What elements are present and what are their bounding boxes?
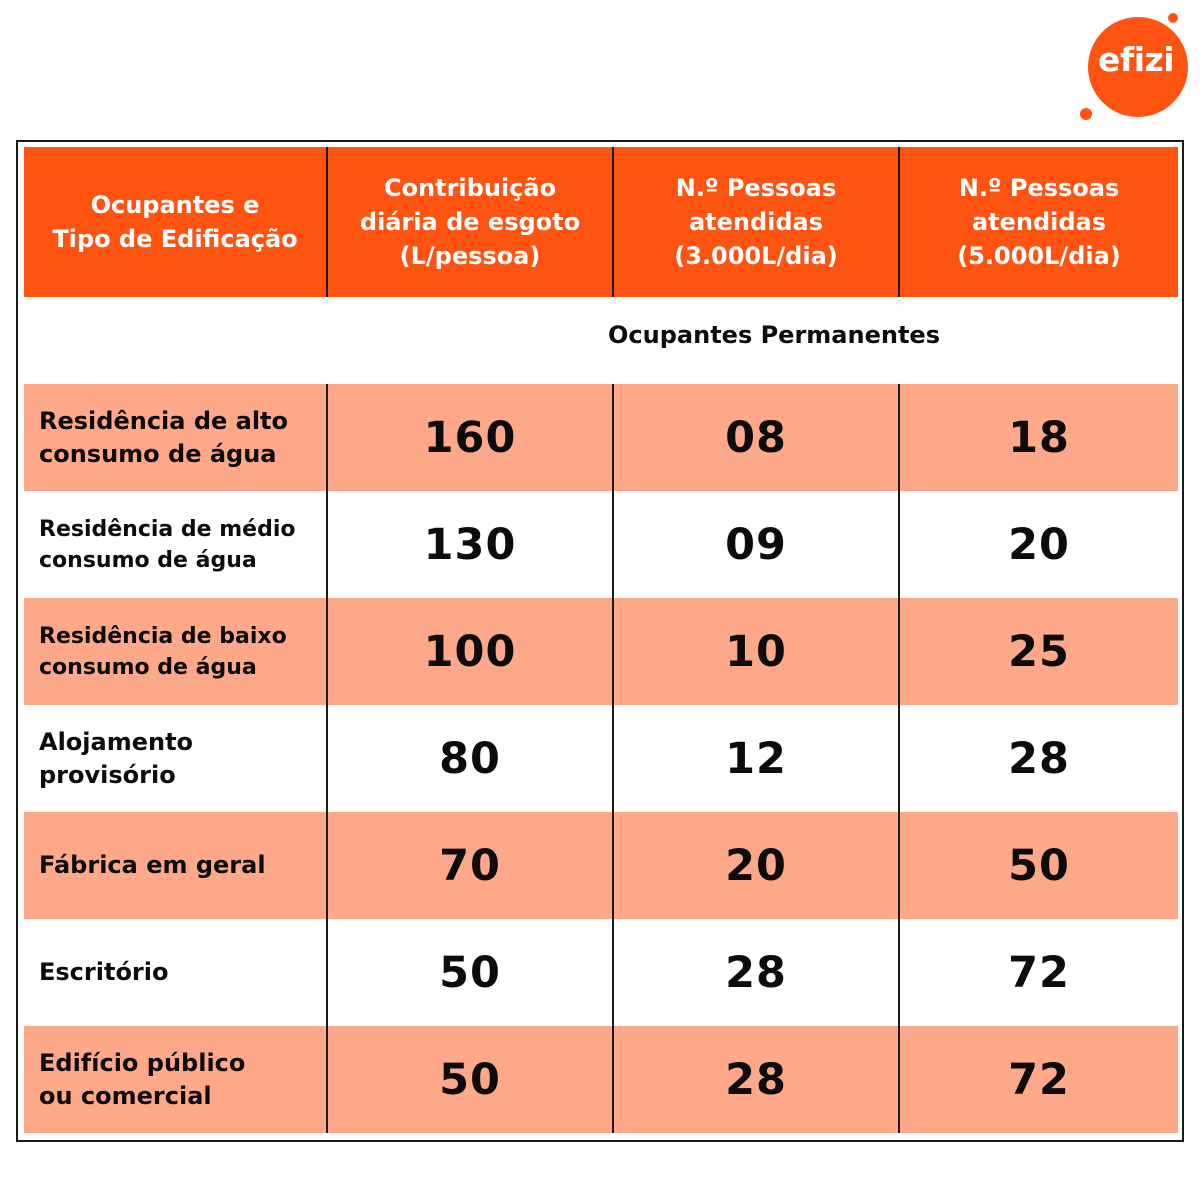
row-name: Fábrica em geral [39,851,266,879]
row-name: Edifício público ou comercial [39,1048,246,1110]
table-row: Residência de médio consumo de água 130 … [24,491,1178,598]
contribution-value: 160 [423,412,517,463]
people-5000-value: 25 [1008,626,1070,677]
people-3000-value: 20 [725,840,787,891]
table-row: Residência de alto consumo de água 160 0… [24,384,1178,491]
row-name: Residência de médio consumo de água [39,516,296,573]
section-title: Ocupantes Permanentes [608,321,940,349]
section-row: Ocupantes Permanentes [24,297,1178,384]
people-3000-value: 28 [725,947,787,998]
table-row: Edifício público ou comercial 50 28 72 [24,1026,1178,1133]
header-cell-occupants: Ocupantes e Tipo de Edificação [24,147,328,297]
table-row: Fábrica em geral 70 20 50 [24,812,1178,919]
people-5000-value: 72 [1008,947,1070,998]
people-5000-value: 72 [1008,1054,1070,1105]
table-header: Ocupantes e Tipo de Edificação Contribui… [24,147,1178,297]
row-name: Residência de baixo consumo de água [39,623,287,680]
contribution-value: 130 [423,519,517,570]
people-5000-value: 50 [1008,840,1070,891]
contribution-value: 50 [439,1054,501,1105]
table-row: Residência de baixo consumo de água 100 … [24,598,1178,705]
people-3000-value: 08 [725,412,787,463]
row-name: Alojamento provisório [39,727,194,789]
header-cell-people-3000: N.º Pessoas atendidas (3.000L/dia) [614,147,900,297]
row-name: Residência de alto consumo de água [39,406,289,468]
people-3000-value: 28 [725,1054,787,1105]
table-frame [16,140,1184,1142]
people-3000-value: 09 [725,519,787,570]
people-3000-value: 12 [725,733,787,784]
efizi-logo [1080,13,1188,120]
contribution-value: 70 [439,840,501,891]
row-name: Escritório [39,958,169,986]
table-row: Escritório 50 28 72 [24,919,1178,1026]
people-5000-value: 18 [1008,412,1070,463]
contribution-value: 80 [439,733,501,784]
header-cell-people-5000: N.º Pessoas atendidas (5.000L/dia) [957,174,1121,270]
people-3000-value: 10 [725,626,787,677]
table-row: Alojamento provisório 80 12 28 [24,705,1178,812]
people-5000-value: 20 [1008,519,1070,570]
header-cell-contribution: Contribuição diária de esgoto (L/pessoa) [328,147,614,297]
contribution-value: 100 [423,626,517,677]
contribution-value: 50 [439,947,501,998]
people-5000-value: 28 [1008,733,1070,784]
